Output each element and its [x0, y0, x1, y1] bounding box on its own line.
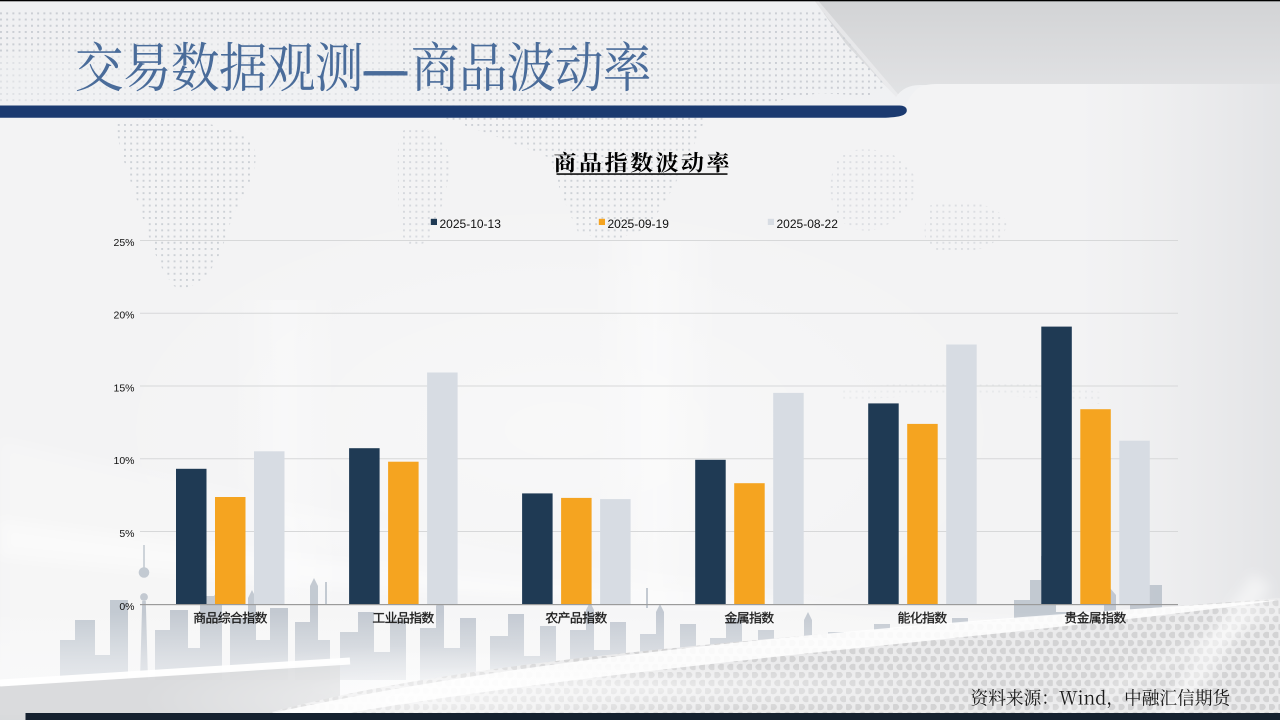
svg-text:0%: 0% — [119, 601, 134, 613]
svg-text:5%: 5% — [119, 528, 134, 540]
svg-text:2025-08-22: 2025-08-22 — [777, 217, 839, 231]
svg-text:15%: 15% — [113, 383, 134, 395]
svg-text:20%: 20% — [113, 310, 134, 322]
svg-text:2025-10-13: 2025-10-13 — [440, 217, 502, 231]
svg-text:10%: 10% — [113, 455, 134, 467]
svg-text:2025-09-19: 2025-09-19 — [608, 217, 670, 231]
svg-text:25%: 25% — [113, 237, 134, 249]
